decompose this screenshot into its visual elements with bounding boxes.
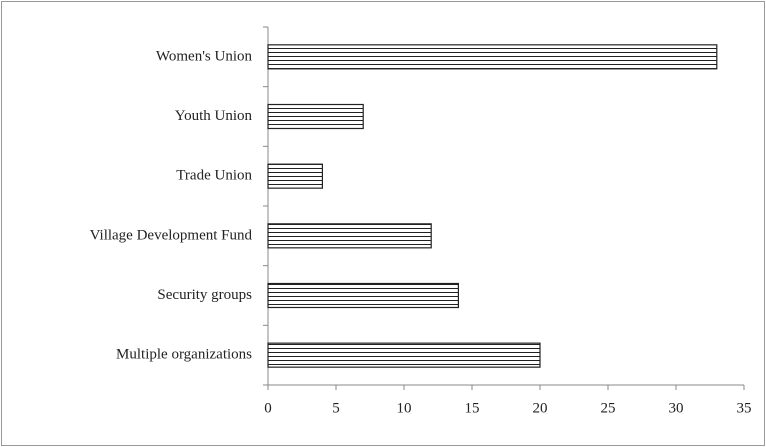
x-tick-label: 10 xyxy=(397,400,412,416)
x-tick-label: 30 xyxy=(669,400,684,416)
x-tick-label: 15 xyxy=(465,400,480,416)
y-tick-label: Youth Union xyxy=(175,108,253,124)
bar xyxy=(267,103,364,130)
y-tick-label: Multiple organizations xyxy=(116,347,252,363)
x-tick-label: 20 xyxy=(533,400,548,416)
bar xyxy=(267,223,432,249)
y-tick-label: Village Development Fund xyxy=(90,227,253,243)
y-tick-label: Trade Union xyxy=(176,168,252,184)
x-tick-label: 25 xyxy=(601,400,616,416)
x-tick-label: 0 xyxy=(264,400,272,416)
bar xyxy=(267,163,324,189)
x-tick-label: 5 xyxy=(332,400,340,416)
y-tick-label: Women's Union xyxy=(156,48,253,64)
bar xyxy=(267,342,541,368)
x-tick-label: 35 xyxy=(737,400,752,416)
bar xyxy=(267,282,459,309)
y-tick-label: Security groups xyxy=(157,287,252,303)
bar xyxy=(267,44,718,70)
